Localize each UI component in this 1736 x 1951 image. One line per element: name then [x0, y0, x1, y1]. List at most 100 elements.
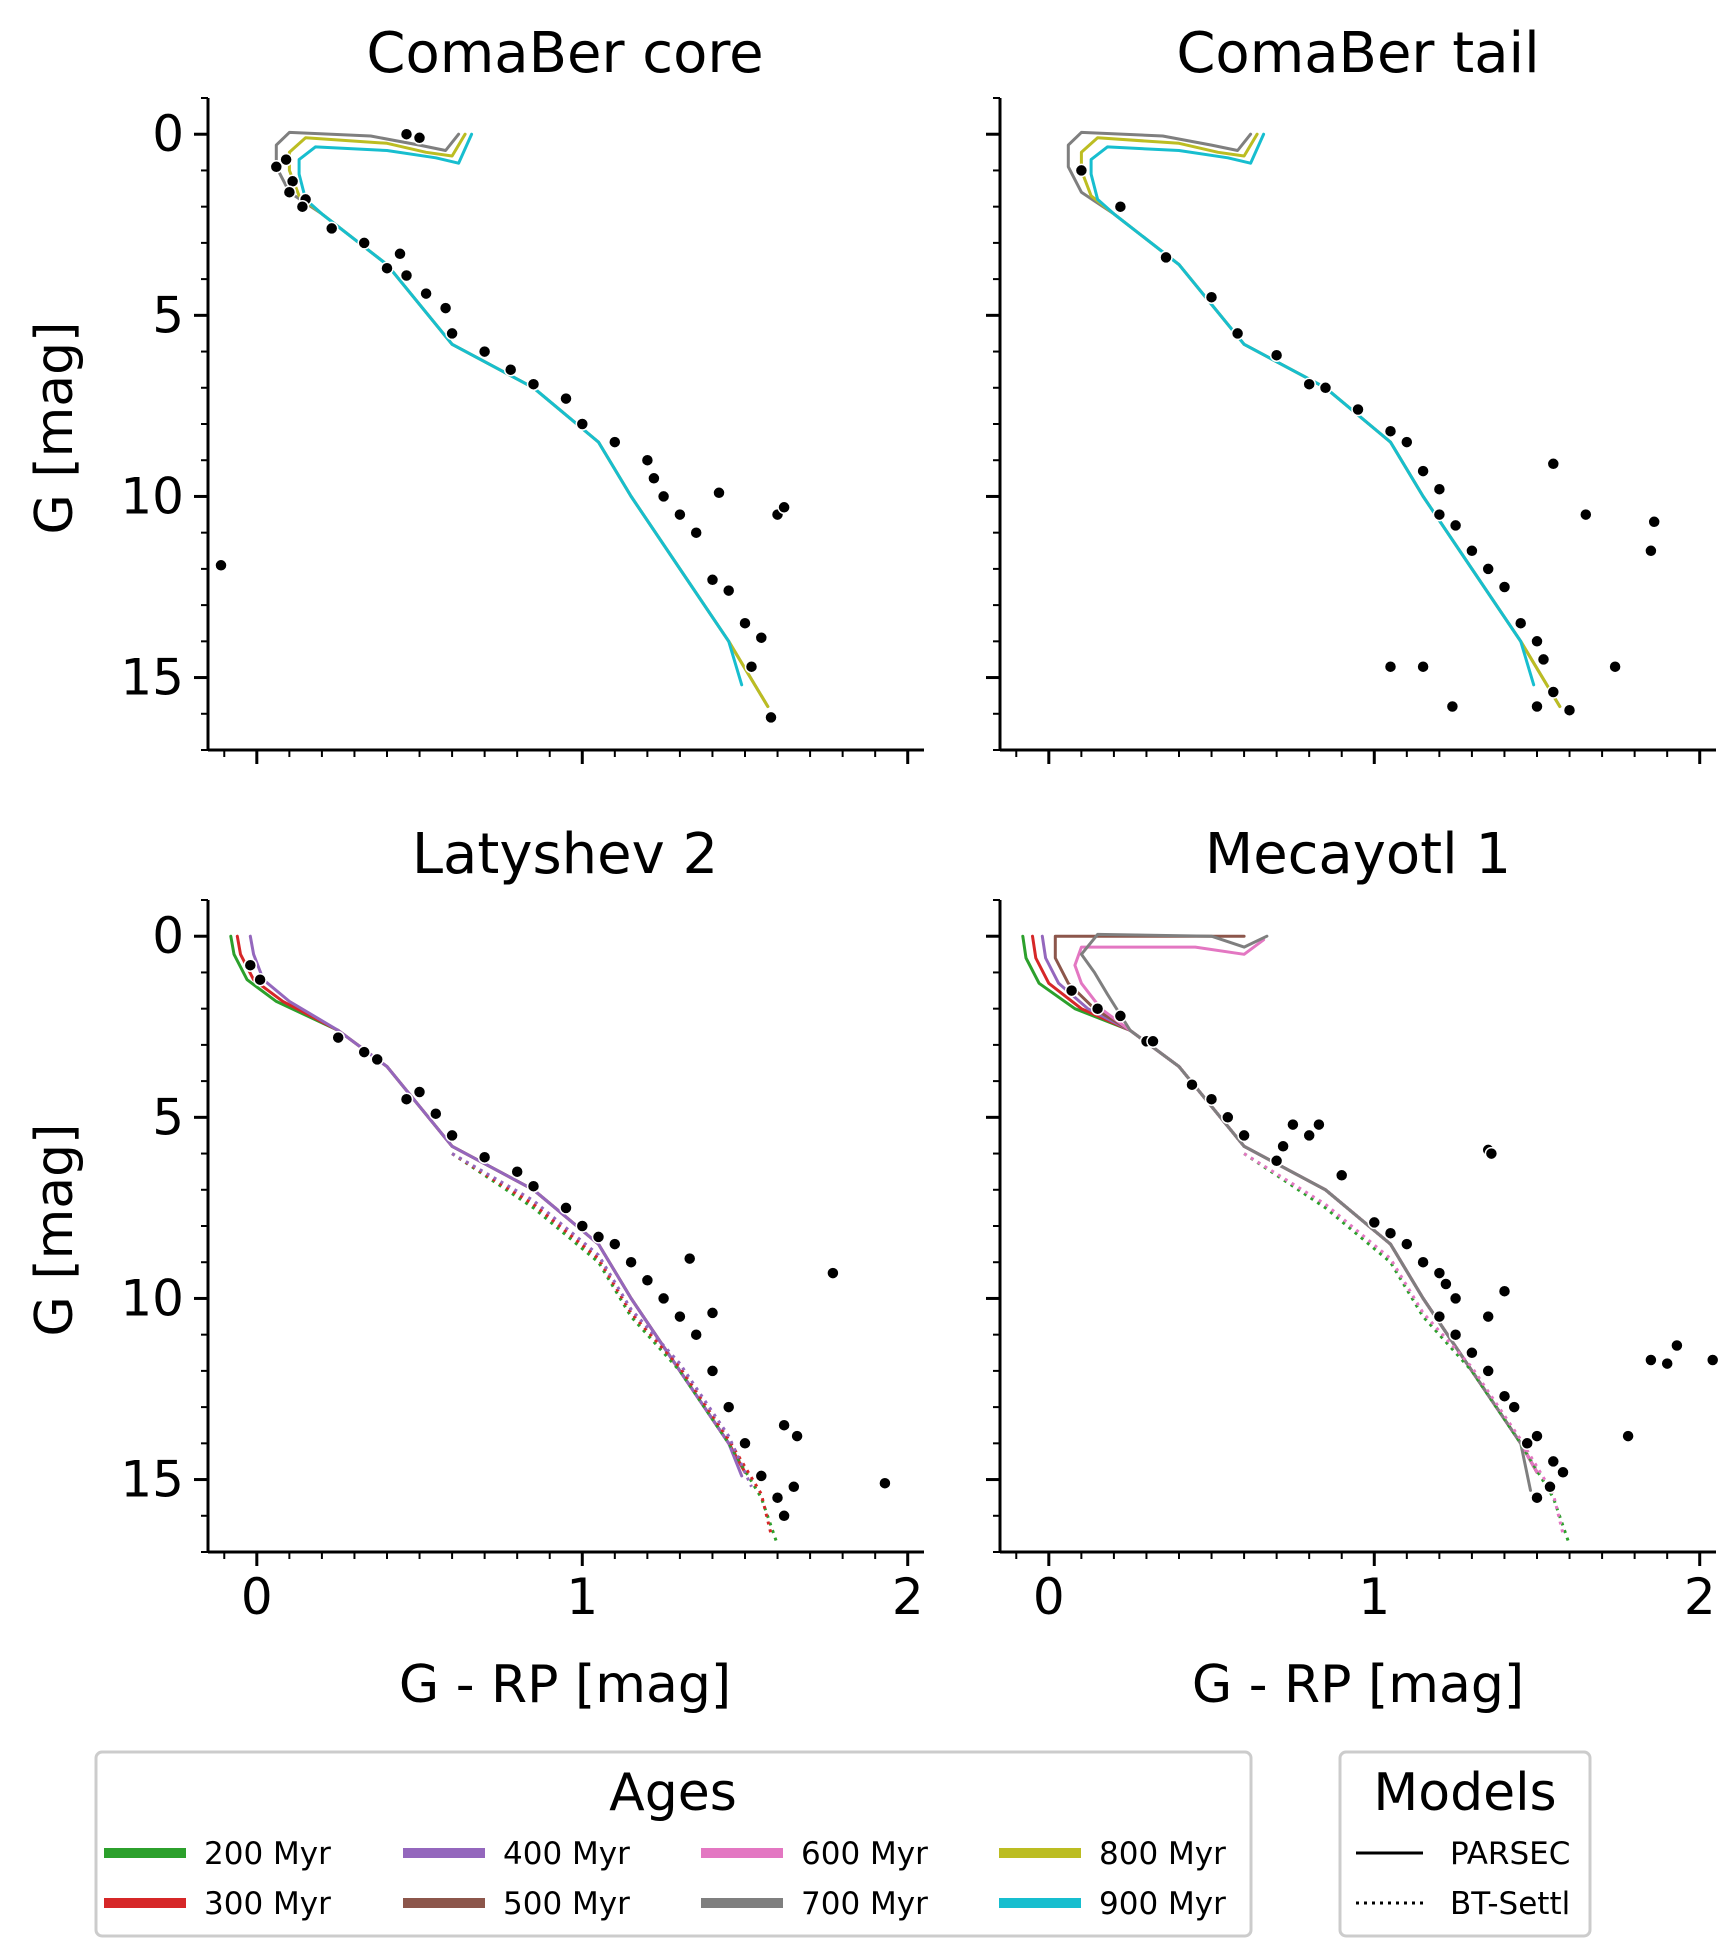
star-point — [1237, 1128, 1251, 1143]
y-tick-label: 5 — [152, 286, 184, 344]
star-point — [1608, 659, 1622, 674]
star-point — [591, 1230, 606, 1244]
star-point — [1556, 1465, 1570, 1480]
legend-label: 700 Myr — [801, 1886, 928, 1922]
star-point — [770, 1490, 785, 1505]
panel-comaber-core: ComaBer core 0 5 10 15 — [120, 21, 924, 764]
star-point — [357, 236, 371, 250]
star-point — [285, 174, 300, 189]
star-point — [1647, 515, 1661, 529]
star-point — [253, 972, 267, 987]
star-point — [295, 199, 310, 214]
star-point — [399, 1092, 414, 1106]
star-point — [357, 1045, 371, 1059]
star-point — [1465, 544, 1479, 558]
star-point — [370, 1052, 384, 1067]
star-point — [282, 185, 297, 199]
star-point — [624, 1255, 638, 1269]
star-point — [1312, 1117, 1326, 1132]
star-point — [826, 1266, 840, 1280]
legend-label: 500 Myr — [503, 1886, 630, 1922]
panel-title: ComaBer core — [366, 21, 763, 86]
star-point — [1276, 1139, 1290, 1154]
legend-entries: PARSEC BT-Settl — [1356, 1836, 1570, 1922]
star-point — [705, 1364, 720, 1378]
isochrone-line — [229, 934, 747, 1474]
star-point — [477, 344, 492, 359]
star-point — [764, 710, 778, 725]
star-point — [790, 1429, 804, 1443]
star-point — [1520, 1436, 1534, 1451]
star-point — [1064, 983, 1079, 998]
star-point — [1383, 1226, 1398, 1240]
star-point — [1416, 464, 1430, 478]
star-point — [1113, 199, 1128, 214]
star-point — [1465, 1346, 1479, 1360]
star-point — [510, 1164, 524, 1179]
star-point — [1513, 616, 1528, 630]
star-point — [721, 583, 736, 598]
star-point — [393, 247, 407, 261]
legend-title: Ages — [609, 1763, 737, 1823]
star-point — [738, 1436, 752, 1451]
star-point — [1383, 424, 1398, 438]
star-point — [1507, 1400, 1521, 1414]
star-point — [656, 1291, 671, 1306]
star-point — [214, 558, 228, 573]
plot-area: 0 1 2 — [986, 899, 1720, 1626]
star-point — [445, 1128, 459, 1143]
legend-entries: 200 Myr 300 Myr 400 Myr 500 Myr 600 Myr 700 M… — [104, 1836, 1226, 1922]
y-tick-label: 5 — [152, 1088, 184, 1146]
star-point — [380, 261, 394, 275]
star-point — [1530, 1429, 1544, 1443]
legend-ages: Ages 200 Myr 300 Myr 400 Myr 500 Myr 600 Myr… — [94, 1750, 1253, 1938]
star-point — [1546, 685, 1561, 699]
legend-label: 800 Myr — [1099, 1836, 1226, 1872]
star-point — [1621, 1429, 1635, 1443]
star-point — [1546, 457, 1561, 471]
star-point — [738, 616, 752, 630]
y-tick-label: 15 — [120, 649, 184, 707]
star-point — [712, 486, 726, 500]
isochrone-line — [1243, 1152, 1571, 1546]
star-point — [331, 1030, 345, 1045]
y-tick-label: 10 — [120, 467, 184, 525]
star-point — [526, 377, 541, 391]
star-point — [324, 221, 339, 236]
star-point — [1159, 250, 1173, 265]
star-point — [575, 417, 590, 431]
isochrone-line — [297, 132, 744, 687]
star-point — [1445, 699, 1460, 714]
star-point — [689, 1327, 703, 1342]
star-point — [1334, 1168, 1349, 1183]
legend-label: PARSEC — [1450, 1836, 1570, 1872]
star-point — [1484, 1146, 1499, 1161]
legend-title: Models — [1373, 1763, 1556, 1823]
star-point — [1367, 1215, 1382, 1230]
star-point — [399, 127, 414, 141]
star-point — [575, 1219, 590, 1233]
star-point — [1670, 1338, 1684, 1353]
plot-area: 0 5 10 15 0 1 2 — [120, 899, 924, 1626]
star-point — [744, 659, 759, 674]
star-point — [1497, 580, 1512, 594]
star-point — [1302, 377, 1316, 391]
star-point — [1543, 1480, 1557, 1494]
star-point — [1481, 1309, 1495, 1324]
star-point — [1448, 1291, 1463, 1306]
star-point — [1579, 507, 1593, 522]
panel-latyshev-2: Latyshev 2 0 5 10 15 0 1 2 — [120, 822, 924, 1626]
star-point — [1146, 1034, 1160, 1049]
star-point — [608, 1237, 622, 1251]
isochrone-line — [1073, 938, 1539, 1474]
star-point — [1090, 1001, 1105, 1016]
y-axis-label: G [mag] — [25, 1124, 85, 1337]
star-point — [1546, 1454, 1561, 1469]
star-point — [673, 507, 687, 522]
isochrone-line — [1053, 934, 1539, 1474]
isochrone-line — [1243, 1152, 1565, 1535]
star-point — [878, 1476, 892, 1490]
x-axis-label: G - RP [mag] — [399, 1655, 731, 1715]
star-point — [1221, 1110, 1235, 1125]
star-point — [1644, 544, 1658, 558]
